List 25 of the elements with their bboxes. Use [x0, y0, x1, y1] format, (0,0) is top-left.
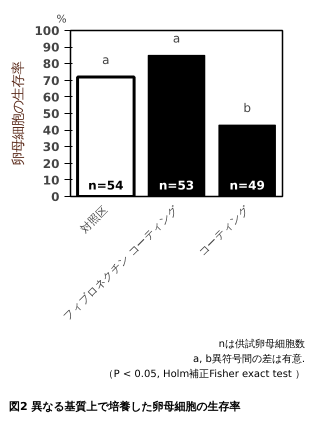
y-tick-label: 20 [42, 156, 60, 171]
y-tick-label: 0 [51, 190, 60, 204]
y-tick-label: 100 [34, 24, 60, 38]
annotation: n=49 [230, 178, 265, 192]
y-tick-label: 10 [42, 173, 60, 188]
text: nは供試卵母細胞数 [218, 339, 305, 350]
y-tick-label: 90 [42, 40, 60, 55]
annotation: a [102, 52, 110, 67]
y-tick-label: 80 [42, 57, 60, 72]
y-tick-label: 30 [42, 140, 60, 154]
y-axis-title: 卵母細胞の生存率 [10, 62, 26, 166]
annotation: a [172, 31, 180, 46]
y-tick-label: 40 [42, 124, 60, 138]
text: a, b異符号間の差は有意. [192, 354, 305, 365]
x-tick-label: コーティング [196, 202, 252, 259]
text: % [56, 12, 67, 26]
y-tick-label: 70 [42, 74, 60, 88]
annotation: n=54 [88, 178, 124, 192]
y-tick-label: 60 [42, 90, 60, 104]
y-tick-label: 50 [42, 107, 60, 121]
x-tick-label: 対照区 [78, 202, 110, 236]
text: （P < 0.05, Holm補正Fisher exact test ） [104, 369, 305, 380]
annotation: b [243, 101, 251, 116]
annotation: n=53 [158, 178, 194, 192]
text: 図2 異なる基質上で培養した卵母細胞の生存率 [9, 399, 240, 415]
